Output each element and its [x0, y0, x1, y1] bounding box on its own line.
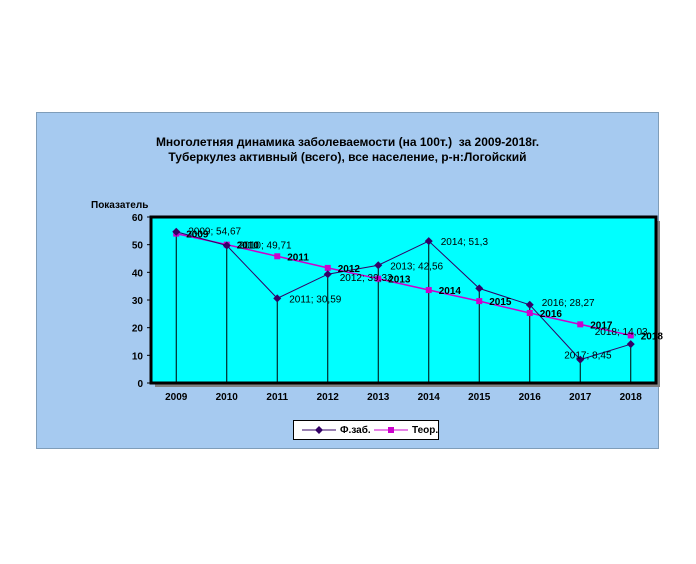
legend-fzab-label: Ф.заб.	[340, 424, 371, 436]
chart-title-line2: Туберкулез активный (всего), все населен…	[168, 150, 527, 164]
chart-title-line1: Многолетняя динамика заболеваемости (на …	[155, 135, 540, 149]
legend-item-teor: Теор.	[374, 424, 438, 436]
series-teor-label: 2016	[540, 309, 563, 320]
series-teor-label: 2014	[439, 286, 462, 297]
series-teor-label: 2015	[489, 297, 512, 308]
chart-title: Многолетняя динамика заболеваемости (на …	[37, 135, 658, 165]
x-tick-label: 2013	[367, 392, 390, 403]
x-tick-label: 2017	[569, 392, 592, 403]
series-fzab-point	[525, 300, 534, 309]
legend-teor-marker	[374, 427, 408, 433]
series-fzab-point	[323, 270, 332, 279]
series-fzab-label: 2018; 14,03	[595, 327, 648, 338]
series-fzab-point	[273, 294, 282, 303]
series-teor-label: 2018	[641, 331, 664, 342]
series-teor-point	[577, 321, 584, 328]
plot-area	[149, 215, 658, 385]
series-fzab-label: 2010; 49,71	[239, 240, 292, 251]
series-fzab-label: 2011; 30,59	[289, 294, 342, 305]
x-tick-label: 2009	[165, 392, 188, 403]
x-tick-label: 2010	[216, 392, 239, 403]
legend-item-fzab: Ф.заб.	[302, 424, 371, 436]
series-fzab-label: 2017; 8,45	[564, 351, 612, 362]
series-teor-point	[627, 332, 634, 339]
series-fzab-label: 2014; 51,3	[441, 237, 489, 248]
y-tick-label: 10	[132, 351, 144, 362]
series-fzab-point	[374, 261, 383, 270]
series-fzab-point	[222, 241, 231, 250]
x-tick-label: 2011	[266, 392, 288, 403]
series-fzab-label: 2009; 54,67	[188, 227, 241, 238]
series-teor-label: 2010	[237, 241, 260, 252]
x-tick-label: 2014	[418, 392, 441, 403]
series-teor-label: 2009	[186, 230, 209, 241]
series-teor-label: 2013	[388, 275, 411, 286]
legend-teor-label: Теор.	[412, 424, 439, 436]
y-tick-label: 50	[132, 241, 144, 252]
series-teor-point	[274, 253, 281, 260]
series-fzab-label: 2013; 42,56	[390, 261, 443, 272]
series-teor-line	[176, 232, 631, 337]
series-teor-label: 2017	[590, 320, 613, 331]
series-fzab-label: 2012; 39,32	[340, 273, 393, 284]
series-fzab-label: 2016; 28,27	[542, 298, 595, 309]
y-tick-label: 20	[132, 324, 144, 335]
series-fzab-point	[424, 237, 433, 246]
legend-fzab-marker	[302, 426, 336, 434]
y-tick-label: 0	[137, 379, 143, 390]
series-teor-label: 2011	[287, 252, 309, 263]
series-fzab-point	[626, 340, 635, 349]
y-tick-label: 60	[132, 213, 144, 224]
series-teor-label: 2012	[338, 264, 361, 275]
x-tick-label: 2018	[620, 392, 643, 403]
series-fzab-line	[176, 231, 631, 361]
series-fzab-point	[576, 355, 585, 364]
series-teor-point	[324, 264, 331, 271]
series-fzab-point	[172, 227, 181, 236]
y-axis-label: Показатель	[91, 200, 148, 211]
series-teor-point	[425, 287, 432, 294]
y-tick-label: 30	[132, 296, 144, 307]
series-fzab-point	[475, 284, 484, 293]
x-tick-label: 2012	[317, 392, 340, 403]
series-teor-point	[375, 275, 382, 282]
series-teor-point	[526, 310, 533, 317]
y-tick-label: 40	[132, 268, 144, 279]
x-tick-label: 2016	[519, 392, 542, 403]
series-teor-point	[476, 298, 483, 305]
x-tick-label: 2015	[468, 392, 491, 403]
legend: Ф.заб. Теор.	[293, 420, 439, 440]
